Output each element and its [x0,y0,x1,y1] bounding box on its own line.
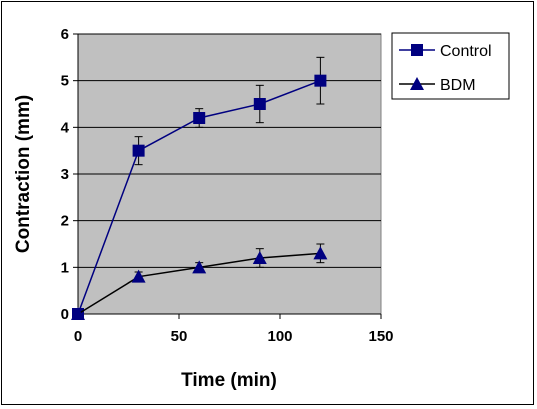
legend-marker-bdm [410,77,424,90]
data-point-control-2 [193,112,206,124]
y-tick-label-6: 6 [61,26,69,43]
y-tick-label-5: 5 [61,73,69,90]
x-tick-label-2: 100 [267,328,292,345]
data-point-control-4 [314,74,327,87]
x-tick-labels: 0 50 100 150 [74,328,394,345]
data-point-bdm-3 [252,251,267,264]
gridlines [78,33,381,268]
y-axis-title: Contraction (mm) [13,95,34,253]
x-tick-label-0: 0 [74,328,82,345]
data-point-control-1 [132,144,145,157]
x-tick-label-1: 50 [171,328,188,345]
data-point-bdm-4 [313,246,328,260]
legend-marker-control [411,44,423,56]
legend-label-control: Control [440,43,492,60]
y-tick-label-0: 0 [61,306,69,323]
data-point-bdm-2 [192,260,207,274]
x-tick-label-3: 150 [368,328,393,345]
y-tick-label-3: 3 [61,166,69,183]
data-point-bdm-0 [71,307,85,320]
x-axis-title: Time (min) [181,370,277,391]
y-tick-label-2: 2 [61,213,69,230]
legend-label-bdm: BDM [440,77,476,94]
y-tick-label-1: 1 [61,259,69,276]
data-point-bdm-1 [131,269,146,283]
y-tick-labels: 0 1 2 3 4 5 6 [61,26,70,323]
legend: Control BDM [391,32,510,100]
series-layer [71,56,328,320]
data-point-control-3 [253,98,266,110]
y-tick-label-4: 4 [61,119,70,136]
